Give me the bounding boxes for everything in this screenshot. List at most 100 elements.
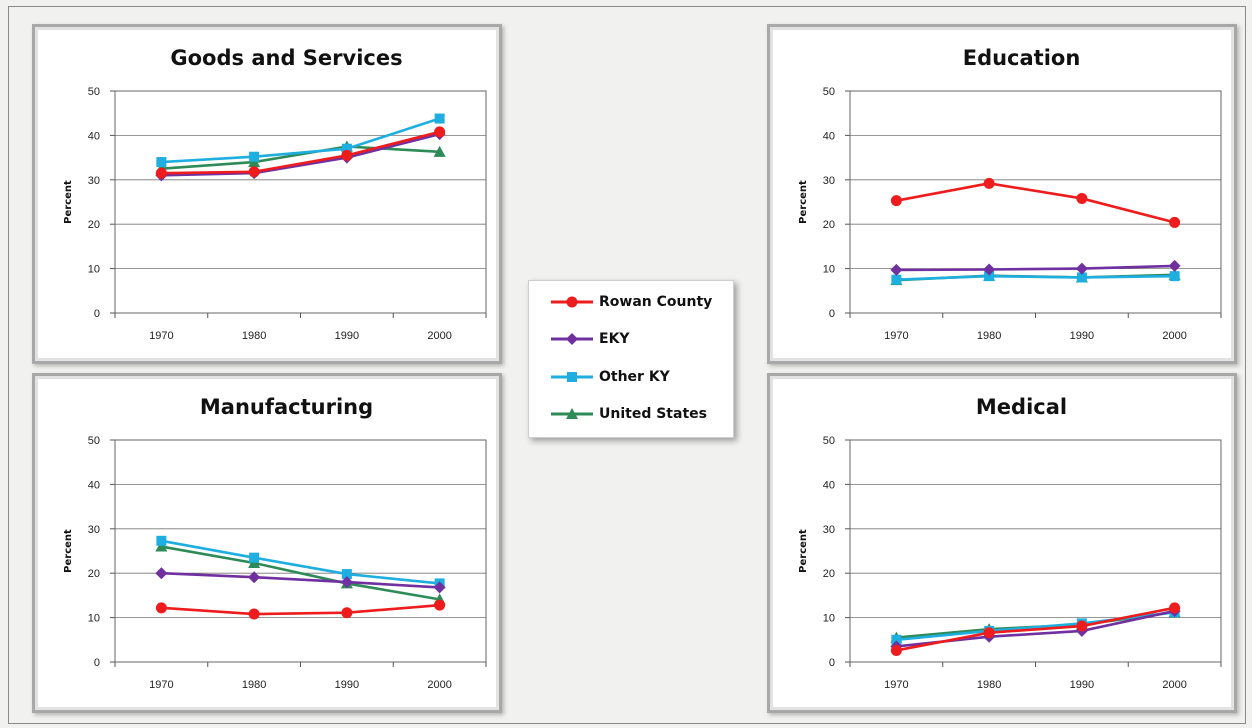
y-tick-label: 10	[823, 264, 835, 276]
legend-marker-other-ky	[551, 372, 593, 382]
legend-item-other-ky: Other KY	[529, 367, 733, 387]
series-line-rowan-county	[161, 130, 440, 175]
x-tick-label: 1980	[242, 679, 266, 691]
y-tick-label: 0	[94, 308, 100, 320]
y-tick-label: 20	[823, 568, 835, 580]
data-point-other-ky	[249, 552, 260, 563]
chart-title: Medical	[976, 395, 1067, 419]
plot-area	[114, 90, 487, 314]
series-line-other-ky	[896, 274, 1175, 281]
y-tick-label: 40	[88, 130, 100, 142]
plot-area	[114, 439, 487, 663]
legend-marker-united-states	[551, 408, 593, 419]
y-tick-label: 20	[88, 568, 100, 580]
chart-manufacturing: Manufacturing 0 10 20 30 40 50 1970 1980 1990 2000…	[63, 395, 487, 691]
series-line-eky	[161, 132, 440, 177]
legend-label: Other KY	[599, 369, 670, 385]
data-point-other-ky	[341, 569, 352, 580]
chart-title: Manufacturing	[200, 395, 373, 419]
data-point-eky	[433, 581, 446, 594]
data-point-eky	[1075, 262, 1088, 275]
data-point-rowan-county	[890, 195, 902, 207]
data-point-eky	[1168, 259, 1181, 272]
data-point-other-ky	[156, 157, 167, 168]
y-tick-label: 50	[88, 86, 100, 98]
chart-title: Goods and Services	[170, 46, 402, 70]
chart-panel-manufacturing: Manufacturing 0 10 20 30 40 50 1970 1980 1990 2000…	[32, 373, 502, 713]
data-point-rowan-county	[1169, 602, 1181, 614]
series-line-eky	[161, 571, 440, 589]
data-point-eky	[155, 567, 168, 580]
y-tick-label: 10	[88, 264, 100, 276]
y-tick-label: 30	[88, 524, 100, 536]
x-tick-label: 1990	[335, 330, 359, 342]
legend-label: United States	[599, 406, 707, 422]
data-point-eky	[248, 571, 261, 584]
x-tick-label: 2000	[427, 679, 451, 691]
legend-label: Rowan County	[599, 294, 713, 310]
x-tick-label: 1970	[149, 330, 173, 342]
x-tick-label: 1970	[884, 330, 908, 342]
data-point-rowan-county	[1076, 192, 1088, 204]
series-line-rowan-county	[896, 182, 1175, 224]
x-tick-label: 2000	[1162, 330, 1186, 342]
series-line-united-states	[161, 145, 440, 170]
y-axis-label: Percent	[798, 529, 809, 573]
y-tick-label: 40	[823, 130, 835, 142]
series-line-united-states	[161, 545, 440, 601]
data-point-other-ky	[891, 634, 902, 645]
x-tick-label: 1990	[335, 679, 359, 691]
data-point-other-ky	[156, 535, 167, 546]
legend-marker-eky	[551, 333, 593, 345]
data-point-rowan-county	[890, 644, 902, 656]
y-tick-label: 40	[88, 479, 100, 491]
data-point-rowan-county	[983, 177, 995, 189]
y-tick-label: 30	[88, 175, 100, 187]
x-tick-label: 1980	[242, 330, 266, 342]
chart-panel-medical: Medical 0 10 20 30 40 50 1970 1980 1990 2000 Percen…	[767, 373, 1237, 713]
legend-item-united-states: United States	[529, 404, 733, 424]
y-tick-label: 20	[88, 219, 100, 231]
data-point-united-states	[433, 145, 446, 157]
legend-item-rowan-county: Rowan County	[529, 292, 733, 312]
x-tick-label: 1990	[1070, 679, 1094, 691]
legend-label: EKY	[599, 331, 630, 347]
y-tick-label: 20	[823, 219, 835, 231]
y-tick-label: 30	[823, 524, 835, 536]
data-point-other-ky	[434, 113, 445, 124]
x-tick-label: 1990	[1070, 330, 1094, 342]
y-tick-label: 0	[829, 657, 835, 669]
chart-panel-education: Education 0 10 20 30 40 50 1970 1980 1990 2000 Perc…	[767, 24, 1237, 364]
y-tick-label: 40	[823, 479, 835, 491]
data-point-other-ky	[984, 271, 995, 282]
x-tick-label: 1980	[977, 679, 1001, 691]
y-tick-label: 50	[823, 86, 835, 98]
x-tick-label: 1970	[149, 679, 173, 691]
y-tick-label: 0	[829, 308, 835, 320]
data-point-rowan-county	[434, 599, 446, 611]
legend-item-eky: EKY	[529, 329, 733, 349]
x-tick-label: 2000	[1162, 679, 1186, 691]
data-point-united-states	[155, 540, 168, 552]
data-point-other-ky	[891, 274, 902, 285]
x-tick-label: 1970	[884, 679, 908, 691]
y-tick-label: 10	[88, 613, 100, 625]
x-tick-label: 1980	[977, 330, 1001, 342]
data-point-eky	[340, 576, 353, 589]
data-point-rowan-county	[341, 149, 353, 161]
series-line-rowan-county	[896, 606, 1175, 652]
y-tick-label: 30	[823, 175, 835, 187]
data-point-other-ky	[341, 143, 352, 154]
y-tick-label: 0	[94, 657, 100, 669]
data-point-rowan-county	[983, 627, 995, 639]
series-line-eky	[896, 264, 1175, 272]
series-line-rowan-county	[161, 603, 440, 616]
data-point-eky	[890, 263, 903, 276]
data-point-rowan-county	[1076, 620, 1088, 632]
chart-panel-goods-and-services: Goods and Services 0 10 20 30 40 50 1970 1980 199…	[32, 24, 502, 364]
data-point-rowan-county	[341, 607, 353, 619]
chart-title: Education	[963, 46, 1081, 70]
data-point-other-ky	[249, 151, 260, 162]
data-point-other-ky	[1076, 272, 1087, 283]
y-axis-label: Percent	[63, 529, 74, 573]
